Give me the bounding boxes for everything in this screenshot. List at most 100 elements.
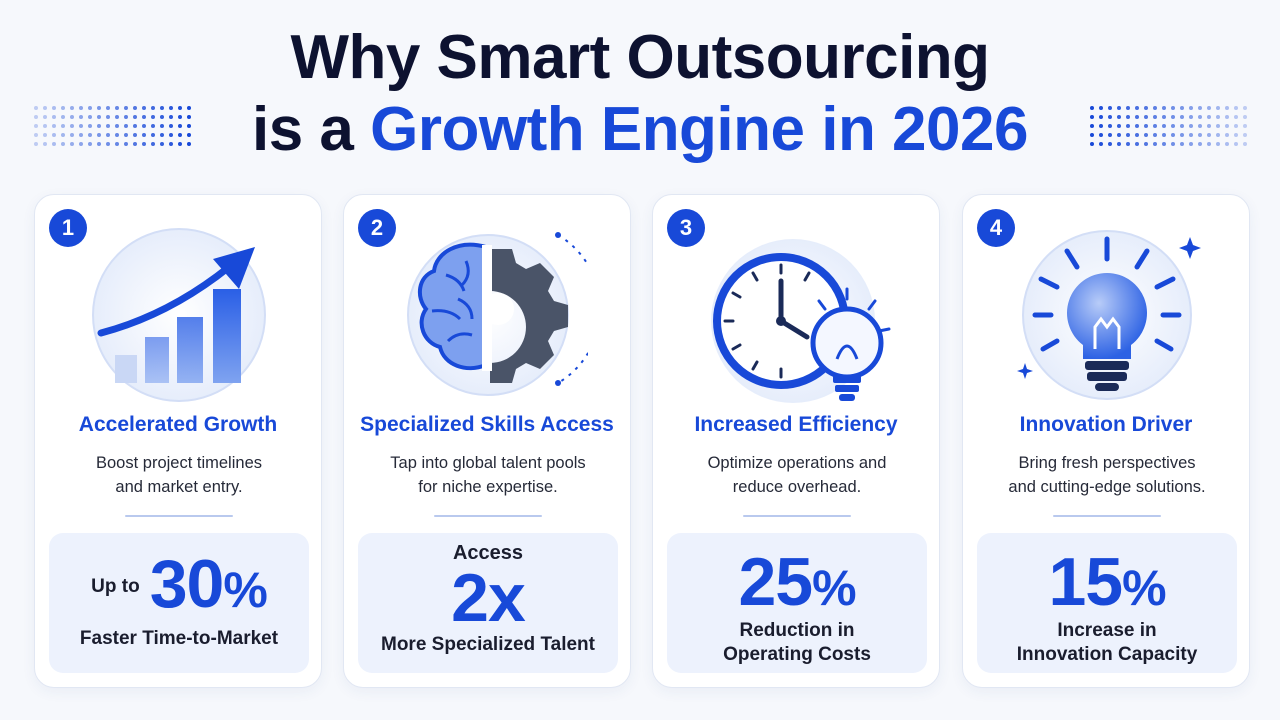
- decorative-dot: [1126, 106, 1130, 110]
- decorative-dot: [1189, 133, 1193, 137]
- title-line-2: is a Growth Engine in 2026: [0, 94, 1280, 166]
- decorative-dot: [79, 106, 83, 110]
- decorative-dot: [79, 115, 83, 119]
- decorative-dot: [160, 115, 164, 119]
- decorative-dot: [1135, 133, 1139, 137]
- description-line: Bring fresh perspectives: [1018, 454, 1196, 472]
- decorative-dot: [1126, 124, 1130, 128]
- card-description: Optimize operations and reduce overhead.: [673, 451, 921, 499]
- stat-box: 15% Increase in Innovation Capacity: [977, 533, 1237, 673]
- decorative-dot: [43, 142, 47, 146]
- decorative-dot: [142, 124, 146, 128]
- decorative-dot: [88, 106, 92, 110]
- decorative-dot: [97, 106, 101, 110]
- stat-label: Faster Time-to-Market: [79, 628, 279, 649]
- decorative-dot: [133, 124, 137, 128]
- stat-box: Access 2x More Specialized Talent: [358, 533, 618, 673]
- decorative-dot: [160, 106, 164, 110]
- decorative-dot: [1171, 142, 1175, 146]
- decorative-dot: [106, 106, 110, 110]
- decorative-dot: [169, 124, 173, 128]
- decorative-dot: [1099, 106, 1103, 110]
- decorative-dot: [52, 124, 56, 128]
- description-line: Boost project timelines: [96, 454, 262, 472]
- decorative-dot: [151, 124, 155, 128]
- decorative-dot: [1171, 106, 1175, 110]
- card-description: Tap into global talent pools for niche e…: [364, 451, 612, 499]
- decorative-dot: [52, 106, 56, 110]
- description-line: Tap into global talent pools: [390, 454, 586, 472]
- card-title: Specialized Skills Access: [360, 413, 614, 436]
- decorative-dot: [43, 124, 47, 128]
- decorative-dot: [124, 124, 128, 128]
- decorative-dot: [1099, 124, 1103, 128]
- decorative-dot: [169, 115, 173, 119]
- decorative-dot: [1207, 133, 1211, 137]
- decorative-dots-left: [34, 106, 191, 146]
- decorative-dot: [1162, 115, 1166, 119]
- decorative-dot: [115, 106, 119, 110]
- decorative-dot: [61, 142, 65, 146]
- decorative-dot: [61, 124, 65, 128]
- decorative-dot: [133, 106, 137, 110]
- decorative-dot: [1198, 106, 1202, 110]
- card-number-badge: 3: [667, 209, 705, 247]
- decorative-dot: [1243, 106, 1247, 110]
- decorative-dot: [34, 106, 38, 110]
- decorative-dot: [106, 124, 110, 128]
- decorative-dot: [70, 133, 74, 137]
- decorative-dot: [151, 115, 155, 119]
- glowing-lightbulb-icon: [1017, 230, 1201, 400]
- stat-unit: %: [812, 560, 856, 616]
- decorative-dot: [178, 133, 182, 137]
- decorative-dot: [133, 142, 137, 146]
- card-title: Innovation Driver: [1019, 413, 1193, 436]
- decorative-dot: [1153, 115, 1157, 119]
- decorative-dot: [1153, 142, 1157, 146]
- decorative-dot: [1216, 115, 1220, 119]
- decorative-dot: [169, 106, 173, 110]
- decorative-dot: [1234, 124, 1238, 128]
- decorative-dot: [70, 142, 74, 146]
- decorative-dot: [1207, 115, 1211, 119]
- card-increased-efficiency: 3 Increased Efficiency Optimize operatio…: [652, 194, 940, 688]
- stat-label: Reduction in Operating Costs: [667, 619, 927, 667]
- decorative-dot: [61, 133, 65, 137]
- decorative-dot: [1189, 106, 1193, 110]
- decorative-dot: [79, 133, 83, 137]
- stat-number: 15: [1048, 544, 1123, 620]
- decorative-dot: [178, 115, 182, 119]
- decorative-dot: [43, 106, 47, 110]
- decorative-dot: [1198, 142, 1202, 146]
- decorative-dot: [133, 115, 137, 119]
- decorative-dot: [34, 115, 38, 119]
- decorative-dot: [124, 142, 128, 146]
- card-description: Boost project timelines and market entry…: [55, 451, 303, 499]
- decorative-dot: [1162, 142, 1166, 146]
- clock-lightbulb-icon: [711, 239, 891, 403]
- decorative-dot: [1099, 133, 1103, 137]
- decorative-dot: [88, 124, 92, 128]
- decorative-dot: [1234, 142, 1238, 146]
- decorative-dot: [1153, 124, 1157, 128]
- decorative-dot: [1216, 142, 1220, 146]
- decorative-dot: [1090, 142, 1094, 146]
- decorative-dot: [1216, 106, 1220, 110]
- decorative-dot: [61, 106, 65, 110]
- description-line: and cutting-edge solutions.: [1008, 478, 1206, 496]
- decorative-dot: [1099, 115, 1103, 119]
- decorative-dot: [1225, 115, 1229, 119]
- decorative-dot: [1189, 142, 1193, 146]
- decorative-dot: [52, 142, 56, 146]
- decorative-dot: [124, 115, 128, 119]
- decorative-dot: [1162, 133, 1166, 137]
- description-line: Optimize operations and: [707, 454, 887, 472]
- decorative-dot: [1243, 133, 1247, 137]
- decorative-dot: [187, 106, 191, 110]
- decorative-dot: [1207, 142, 1211, 146]
- decorative-dot: [88, 133, 92, 137]
- decorative-dot: [1180, 106, 1184, 110]
- decorative-dot: [1090, 115, 1094, 119]
- decorative-dot: [1090, 106, 1094, 110]
- divider: [125, 515, 233, 517]
